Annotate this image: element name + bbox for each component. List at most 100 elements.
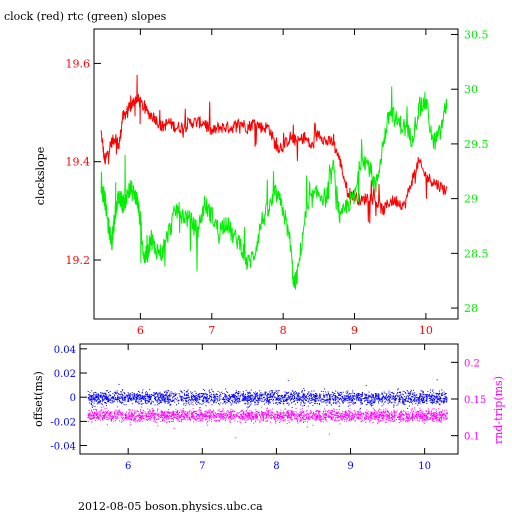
scatter-point bbox=[337, 412, 338, 414]
scatter-point bbox=[390, 394, 392, 396]
scatter-point bbox=[183, 417, 185, 419]
scatter-point bbox=[380, 400, 382, 402]
scatter-point bbox=[267, 393, 269, 395]
scatter-point bbox=[246, 399, 248, 401]
scatter-point bbox=[151, 412, 153, 414]
scatter-point bbox=[197, 416, 199, 418]
scatter-point bbox=[287, 392, 289, 394]
scatter-point bbox=[90, 402, 92, 404]
scatter-point bbox=[228, 418, 230, 420]
scatter-point bbox=[156, 400, 158, 402]
scatter-point bbox=[139, 395, 141, 396]
scatter-point bbox=[429, 392, 431, 394]
scatter-point bbox=[281, 416, 283, 417]
scatter-point bbox=[247, 400, 248, 402]
scatter-point bbox=[410, 391, 412, 392]
scatter-point bbox=[264, 414, 265, 416]
scatter-point bbox=[382, 410, 384, 412]
scatter-point bbox=[428, 393, 430, 395]
scatter-point bbox=[370, 405, 372, 407]
scatter-point bbox=[90, 394, 92, 396]
scatter-point bbox=[166, 395, 168, 397]
scatter-point bbox=[163, 415, 165, 417]
scatter-point bbox=[225, 394, 227, 396]
scatter-point bbox=[266, 401, 268, 403]
scatter-point bbox=[421, 420, 423, 422]
scatter-point bbox=[378, 395, 379, 397]
scatter-point bbox=[98, 395, 100, 397]
scatter-point bbox=[256, 414, 258, 416]
scatter-point bbox=[119, 394, 121, 396]
scatter-point bbox=[385, 395, 387, 397]
scatter-point bbox=[169, 392, 171, 394]
scatter-point bbox=[155, 398, 156, 400]
scatter-point bbox=[191, 412, 193, 414]
scatter-point bbox=[203, 397, 205, 399]
scatter-point bbox=[215, 398, 217, 400]
scatter-point bbox=[303, 419, 305, 421]
scatter-point bbox=[314, 416, 316, 418]
scatter-point bbox=[183, 418, 185, 420]
scatter-point bbox=[150, 415, 152, 417]
scatter-point bbox=[267, 397, 269, 399]
scatter-point bbox=[280, 399, 282, 401]
scatter-point bbox=[219, 416, 221, 418]
scatter-point bbox=[375, 396, 377, 397]
scatter-point bbox=[312, 414, 314, 416]
scatter-point bbox=[190, 393, 192, 395]
scatter-point bbox=[280, 412, 281, 414]
scatter-point bbox=[441, 411, 443, 413]
scatter-point bbox=[183, 410, 185, 412]
scatter-point bbox=[154, 404, 156, 406]
scatter-point bbox=[104, 415, 106, 417]
scatter-point bbox=[114, 398, 116, 400]
scatter-point bbox=[358, 393, 360, 395]
scatter-point bbox=[132, 415, 134, 417]
scatter-point bbox=[431, 400, 433, 402]
scatter-point bbox=[119, 400, 121, 402]
scatter-point bbox=[133, 398, 134, 399]
scatter-point bbox=[193, 414, 195, 416]
scatter-point bbox=[312, 398, 314, 400]
scatter-point bbox=[394, 396, 396, 398]
scatter-point bbox=[438, 420, 440, 422]
scatter-point bbox=[344, 400, 346, 402]
scatter-point bbox=[286, 415, 287, 417]
scatter-point bbox=[228, 413, 230, 415]
scatter-point bbox=[329, 416, 330, 418]
scatter-point bbox=[326, 395, 328, 397]
scatter-point bbox=[265, 402, 267, 404]
scatter-point bbox=[339, 413, 341, 415]
scatter-point bbox=[244, 398, 246, 400]
scatter-point bbox=[302, 405, 304, 407]
scatter-point bbox=[383, 397, 385, 398]
scatter-point bbox=[414, 396, 416, 398]
scatter-point bbox=[274, 391, 276, 393]
scatter-point bbox=[336, 417, 338, 419]
scatter-point bbox=[394, 419, 396, 421]
scatter-point bbox=[311, 397, 313, 399]
scatter-point bbox=[336, 413, 338, 415]
scatter-point bbox=[110, 417, 112, 419]
scatter-point bbox=[402, 418, 404, 420]
scatter-point bbox=[88, 397, 90, 399]
scatter-point bbox=[119, 399, 120, 401]
scatter-point bbox=[254, 397, 256, 399]
scatter-point bbox=[368, 418, 369, 420]
scatter-point bbox=[209, 392, 211, 393]
scatter-point bbox=[218, 395, 220, 397]
scatter-point bbox=[178, 413, 180, 415]
scatter-point bbox=[277, 399, 279, 401]
scatter-point bbox=[283, 403, 285, 404]
scatter-point bbox=[158, 403, 160, 405]
scatter-point bbox=[163, 398, 165, 400]
scatter-point bbox=[333, 399, 335, 401]
scatter-point bbox=[255, 413, 257, 415]
scatter-point bbox=[116, 398, 118, 400]
scatter-point bbox=[434, 399, 435, 401]
scatter-point bbox=[200, 413, 202, 415]
scatter-point bbox=[90, 414, 92, 416]
scatter-point bbox=[400, 416, 402, 418]
scatter-point bbox=[111, 399, 113, 401]
scatter-point bbox=[187, 395, 189, 396]
